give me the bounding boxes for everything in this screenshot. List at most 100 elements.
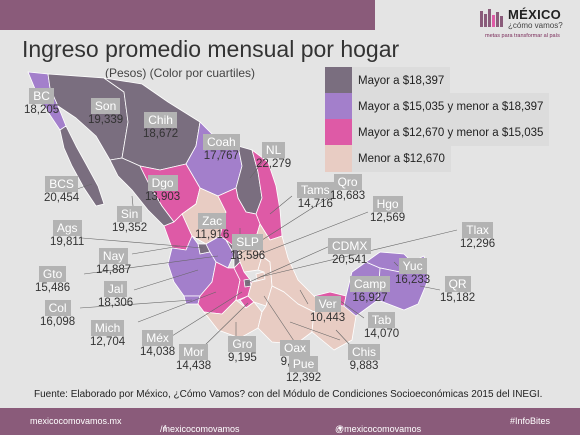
state-label: Yuc 16,233 — [395, 258, 430, 287]
state-value: 18,205 — [24, 104, 60, 116]
state-label: NL 22,279 — [256, 142, 291, 171]
state-value: 14,716 — [297, 198, 333, 210]
twitter-icon: ✦ — [336, 424, 344, 433]
footer-twitter-label: @mexicocomovamos — [335, 424, 422, 434]
state-abbr: Pue — [288, 356, 319, 372]
state-value: 20,541 — [332, 254, 368, 266]
logo-tagline: metas para transformar al país — [485, 33, 560, 39]
map-title: Ingreso promedio mensual por hogar — [22, 36, 400, 62]
state-value: 9,883 — [349, 360, 379, 372]
legend-swatch — [325, 67, 352, 94]
legend-swatch — [325, 93, 352, 120]
state-value: 15,182 — [440, 292, 476, 304]
footer-website[interactable]: mexicocomovamos.mx — [30, 416, 122, 426]
state-label: BCS 20,454 — [44, 176, 79, 205]
state-label: Méx 14,038 — [140, 330, 175, 359]
logo-bars-icon — [480, 9, 503, 27]
state-value: 14,038 — [140, 346, 176, 358]
state-region-gro — [203, 299, 263, 339]
state-abbr: Yuc — [398, 258, 427, 274]
state-value: 16,233 — [395, 274, 431, 286]
state-abbr: Coah — [203, 134, 240, 150]
legend-label: Menor a $12,670 — [352, 145, 451, 172]
state-label: Hgo 12,569 — [370, 196, 405, 225]
state-label: Chis 9,883 — [348, 344, 381, 373]
legend-item: Menor a $12,670 — [325, 145, 451, 172]
state-abbr: Camp — [350, 276, 391, 292]
state-label: Dgo 13,903 — [145, 175, 180, 204]
state-label: Mor 14,438 — [176, 344, 211, 373]
state-value: 12,704 — [90, 336, 126, 348]
state-label: Zac 11,916 — [195, 213, 229, 242]
state-label: Sin 19,352 — [112, 206, 147, 235]
legend-item: Mayor a $15,035 y menor a $18,397 — [325, 93, 550, 120]
state-region-bcs — [59, 125, 105, 207]
state-value: 13,903 — [145, 191, 181, 203]
state-label: Tams 14,716 — [297, 182, 334, 211]
state-label: SLP 13,596 — [230, 234, 265, 263]
state-abbr: Ver — [314, 296, 341, 312]
state-abbr: Jal — [103, 281, 128, 297]
state-value: 18,306 — [98, 297, 134, 309]
legend-item: Mayor a $12,670 y menor a $15,035 — [325, 119, 550, 146]
state-label: Col 16,098 — [40, 300, 75, 329]
state-abbr: NL — [261, 142, 286, 158]
state-abbr: CDMX — [328, 238, 372, 254]
state-value: 13,596 — [230, 250, 266, 262]
state-value: 16,927 — [352, 292, 388, 304]
footer-facebook-label: /mexicocomovamos — [160, 424, 240, 434]
state-label: QR 15,182 — [440, 276, 475, 305]
state-abbr: SLP — [232, 234, 263, 250]
state-label: Son 19,339 — [88, 98, 123, 127]
state-abbr: Sin — [116, 206, 143, 222]
state-value: 12,392 — [286, 372, 322, 384]
footer-bar: mexicocomovamos.mx f/mexicocomovamos ✦ @m… — [0, 408, 580, 435]
state-label: Pue 12,392 — [286, 356, 321, 385]
state-label: Gro 9,195 — [228, 336, 257, 365]
state-abbr: Gto — [38, 266, 67, 282]
logo-question: ¿cómo vamos? — [508, 21, 563, 30]
state-label: Tlax 12,296 — [460, 222, 495, 251]
facebook-icon: f — [163, 424, 167, 433]
state-abbr: Méx — [142, 330, 173, 346]
state-abbr: Tams — [297, 182, 334, 198]
state-value: 9,195 — [228, 352, 257, 364]
legend-label: Mayor a $12,670 y menor a $15,035 — [352, 119, 550, 146]
state-label: CDMX 20,541 — [328, 238, 372, 267]
state-value: 20,454 — [44, 192, 80, 204]
state-value: 14,070 — [364, 328, 400, 340]
state-label: Nay 14,887 — [96, 248, 131, 277]
state-label: Qro 18,683 — [330, 174, 365, 203]
state-value: 19,339 — [88, 114, 124, 126]
state-value: 15,486 — [35, 282, 71, 294]
state-abbr: Oax — [280, 340, 311, 356]
state-value: 22,279 — [256, 158, 292, 170]
top-bar — [0, 0, 375, 30]
state-abbr: Son — [90, 98, 121, 114]
legend-label: Mayor a $15,035 y menor a $18,397 — [352, 93, 550, 120]
state-abbr: Col — [44, 300, 71, 316]
state-value: 11,916 — [195, 229, 230, 241]
state-label: Ver 10,443 — [310, 296, 345, 325]
state-value: 10,443 — [310, 312, 346, 324]
state-value: 14,438 — [176, 360, 212, 372]
state-value: 12,569 — [370, 212, 406, 224]
state-abbr: Gro — [228, 336, 257, 352]
state-label: Chih 18,672 — [143, 112, 178, 141]
brand-logo: MÉXICO ¿cómo vamos? metas para transform… — [480, 6, 575, 39]
state-label: Gto 15,486 — [35, 266, 70, 295]
state-abbr: Tlax — [462, 222, 493, 238]
legend-label: Mayor a $18,397 — [352, 67, 451, 94]
legend-item: Mayor a $18,397 — [325, 67, 451, 94]
footer-hashtag: #InfoBites — [510, 416, 551, 426]
state-value: 12,296 — [460, 238, 496, 250]
state-abbr: QR — [444, 276, 471, 292]
state-abbr: Qro — [333, 174, 362, 190]
state-label: Ags 19,811 — [50, 220, 84, 249]
state-abbr: Ags — [52, 220, 82, 236]
state-abbr: Hgo — [372, 196, 403, 212]
state-label: BC 18,205 — [24, 88, 59, 117]
logo-name: MÉXICO — [508, 7, 562, 22]
state-abbr: Tab — [367, 312, 396, 328]
state-abbr: Mich — [90, 320, 125, 336]
